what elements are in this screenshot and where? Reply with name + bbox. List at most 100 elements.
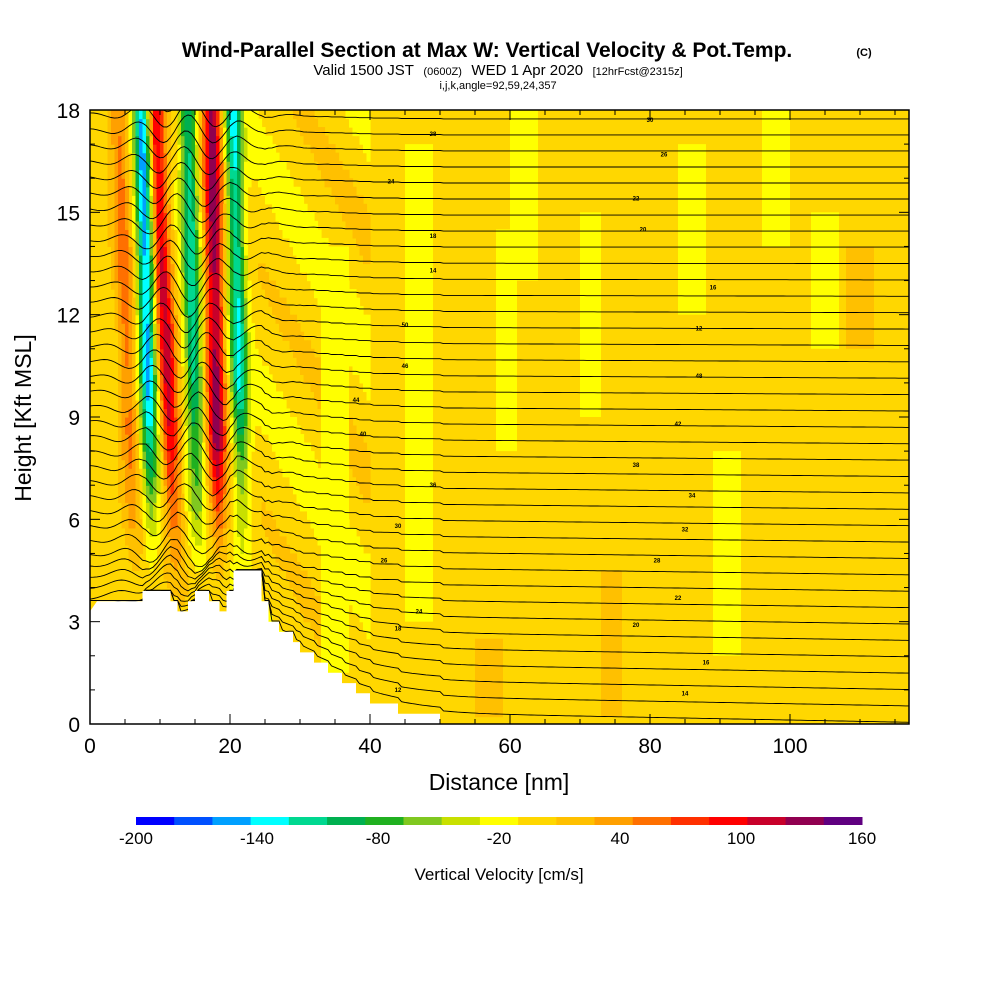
velocity-cell	[198, 417, 203, 427]
velocity-cell	[240, 127, 245, 137]
velocity-cell	[142, 169, 147, 179]
velocity-cell	[135, 212, 140, 222]
velocity-cell	[191, 536, 196, 546]
velocity-cell	[181, 237, 186, 248]
velocity-cell	[317, 476, 322, 486]
velocity-cell	[237, 485, 242, 495]
velocity-cell	[160, 212, 165, 222]
theta-contour-label: 34	[689, 493, 696, 499]
colorbar-tick-label: -140	[240, 829, 274, 848]
velocity-cell	[223, 408, 228, 418]
velocity-cell	[296, 579, 301, 589]
velocity-cell	[146, 519, 151, 529]
velocity-cell	[356, 357, 361, 367]
velocity-cell	[118, 152, 123, 162]
velocity-cell	[146, 254, 151, 265]
velocity-cell	[139, 323, 144, 333]
velocity-cell	[202, 169, 207, 179]
velocity-cell	[153, 220, 158, 230]
velocity-cell	[184, 340, 189, 350]
theta-contour-line	[90, 361, 909, 396]
velocity-cell	[191, 408, 196, 418]
velocity-cell	[219, 510, 224, 520]
velocity-cell	[163, 502, 168, 512]
velocity-cell	[153, 365, 158, 375]
velocity-cell	[244, 178, 249, 188]
velocity-cell	[209, 237, 214, 248]
velocity-cell	[177, 229, 182, 239]
velocity-cell	[233, 280, 238, 290]
velocity-cell	[216, 485, 221, 495]
velocity-cell	[195, 399, 200, 410]
chart-subtitle-valid: Valid 1500 JST (0600Z) WED 1 Apr 2020 [1…	[313, 62, 682, 79]
velocity-cell	[156, 425, 161, 435]
velocity-cell	[125, 186, 130, 196]
velocity-cell	[216, 169, 221, 179]
velocity-cell	[195, 425, 200, 435]
velocity-cell	[191, 459, 196, 469]
velocity-cell	[118, 212, 123, 222]
velocity-cell	[184, 152, 189, 162]
velocity-cell	[366, 587, 371, 597]
velocity-cell	[149, 382, 154, 393]
velocity-cell	[244, 476, 249, 486]
velocity-cell	[265, 417, 270, 427]
velocity-cell	[191, 263, 196, 273]
velocity-cell	[240, 212, 245, 222]
velocity-cell	[198, 553, 203, 563]
velocity-cell	[359, 544, 364, 555]
velocity-cell	[153, 127, 158, 137]
velocity-cell	[195, 237, 200, 248]
velocity-cell	[209, 468, 214, 478]
velocity-cell	[230, 306, 235, 316]
velocity-cell	[289, 434, 294, 444]
velocity-cell	[240, 365, 245, 375]
velocity-cell	[132, 399, 137, 410]
velocity-cell	[188, 374, 193, 384]
velocity-cell	[240, 510, 245, 520]
velocity-cell	[226, 212, 231, 222]
velocity-cell	[191, 357, 196, 367]
velocity-cell	[282, 442, 287, 452]
velocity-cell	[317, 613, 322, 623]
velocity-cell	[226, 468, 231, 478]
velocity-cell	[244, 314, 249, 324]
theta-contour-label: 46	[402, 364, 409, 370]
velocity-cell	[163, 536, 168, 546]
velocity-cell	[275, 178, 280, 188]
velocity-cell	[282, 434, 287, 444]
velocity-cell	[121, 272, 126, 282]
velocity-cell	[352, 186, 357, 196]
velocity-cell	[226, 459, 231, 469]
velocity-cell	[174, 527, 179, 537]
velocity-cell	[307, 502, 312, 512]
velocity-cell	[265, 178, 270, 188]
velocity-cell	[135, 536, 140, 546]
velocity-cell	[156, 408, 161, 418]
velocity-cell	[205, 118, 210, 128]
velocity-cell	[349, 570, 354, 580]
velocity-cell	[181, 186, 186, 196]
velocity-cell	[149, 553, 154, 563]
velocity-cell	[303, 442, 308, 452]
velocity-cell	[289, 459, 294, 469]
velocity-cell	[331, 169, 336, 179]
velocity-cell	[223, 152, 228, 162]
velocity-cell	[188, 297, 193, 307]
velocity-cell	[282, 553, 287, 563]
velocity-cell	[167, 272, 172, 282]
velocity-cell	[216, 382, 221, 393]
velocity-cell	[303, 357, 308, 367]
velocity-cell	[188, 135, 193, 145]
velocity-cell	[216, 391, 221, 401]
velocity-cell	[352, 220, 357, 230]
velocity-cell	[363, 365, 368, 375]
velocity-cell	[359, 434, 364, 444]
velocity-cell	[216, 195, 221, 205]
velocity-cell	[258, 135, 263, 145]
velocity-cell	[167, 229, 172, 239]
velocity-cell	[167, 161, 172, 171]
velocity-cell	[198, 408, 203, 418]
velocity-cell	[303, 254, 308, 265]
velocity-cell	[212, 451, 217, 461]
